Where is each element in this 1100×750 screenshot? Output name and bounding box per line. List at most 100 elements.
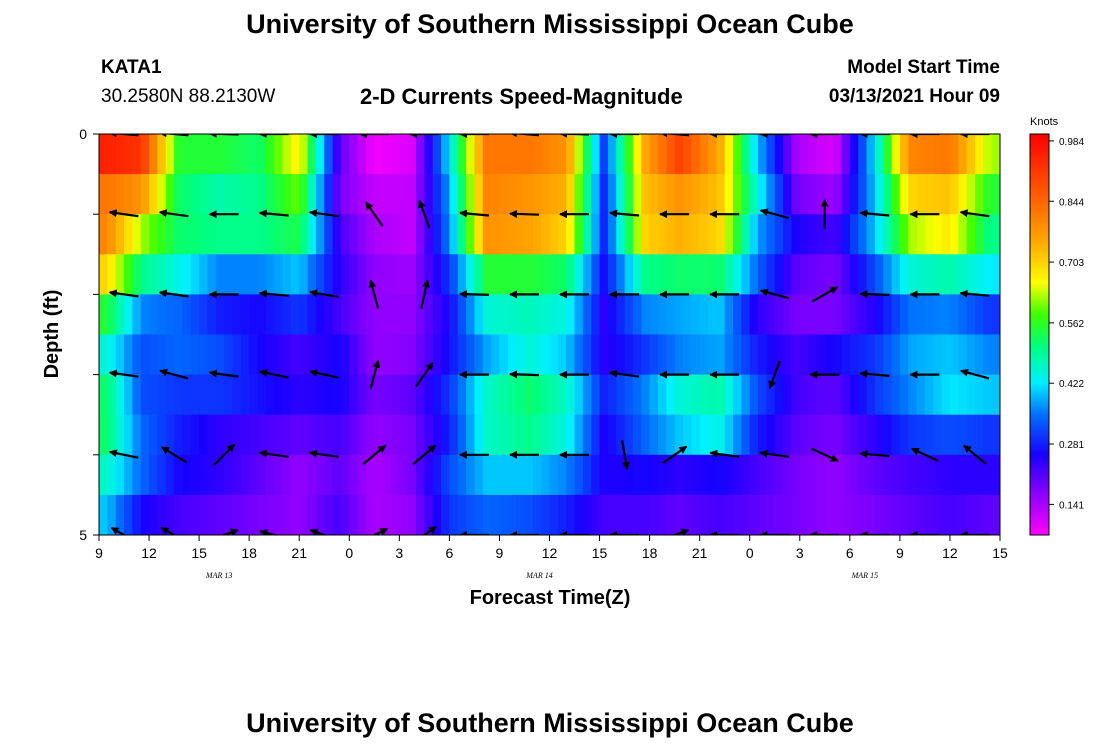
heatmap-cell [315, 294, 325, 336]
current-vector-arrow [213, 443, 236, 466]
heatmap-cell [365, 254, 375, 295]
heatmap-cell [841, 294, 851, 336]
heatmap-cell [791, 294, 801, 336]
heatmap-cell [274, 374, 284, 416]
heatmap-cell [649, 334, 659, 376]
heatmap-cell [607, 134, 617, 175]
heatmap-cell [382, 214, 392, 255]
heatmap-cell [199, 454, 209, 496]
heatmap-cell [716, 214, 726, 255]
heatmap-cell [432, 254, 442, 295]
colorbar-tick-label: 0.281 [1059, 440, 1084, 451]
heatmap-cell [974, 294, 984, 336]
heatmap-cell [766, 214, 776, 255]
heatmap-cell [307, 334, 317, 376]
heatmap-cell [324, 134, 334, 175]
heatmap-cell [799, 414, 809, 456]
heatmap-cell [682, 254, 692, 295]
heatmap-cell [182, 414, 192, 456]
heatmap-cell [340, 254, 350, 295]
heatmap-cell [374, 294, 384, 336]
heatmap-cell [883, 454, 893, 496]
current-vector-arrow [160, 446, 187, 464]
heatmap-cell [165, 454, 175, 496]
heatmap-cell [933, 494, 943, 535]
heatmap-cell [232, 174, 242, 215]
heatmap-cell [324, 294, 334, 336]
heatmap-cell [382, 374, 392, 416]
heatmap-cell [741, 374, 751, 416]
heatmap-cell [140, 454, 150, 496]
heatmap-cell [958, 214, 968, 255]
heatmap-cell [874, 334, 884, 376]
heatmap-cell [407, 214, 417, 255]
heatmap-cell [507, 294, 517, 336]
heatmap-cell [224, 374, 234, 416]
heatmap-cell [841, 454, 851, 496]
heatmap-cell [641, 414, 651, 456]
heatmap-cell [733, 454, 742, 496]
heatmap-cell [557, 254, 567, 295]
heatmap-cell [849, 414, 859, 456]
heatmap-cell [507, 414, 517, 456]
current-vector-arrow [259, 529, 279, 535]
heatmap-cell [758, 134, 767, 175]
heatmap-cell [974, 414, 984, 456]
axes: 9 12 15 18 21 0 3 6 9 12 15 18 21 0 3 6 9 12 15 MAR 13 MAR 1… [79, 126, 1008, 580]
heatmap-cell [549, 414, 559, 456]
heatmap-cell [482, 134, 492, 175]
colorbar-tick-label: 0.422 [1059, 379, 1084, 390]
heatmap-cell [257, 414, 267, 456]
heatmap-cell [215, 294, 225, 336]
heatmap-cell [733, 214, 742, 255]
heatmap-cell [190, 134, 200, 175]
heatmap-cell [182, 494, 192, 535]
heatmap-cell [649, 254, 659, 295]
heatmap-cell [891, 214, 901, 255]
heatmap-cell [624, 334, 634, 376]
heatmap-cell [607, 374, 617, 416]
current-vector-arrow [959, 289, 990, 298]
heatmap-cell [399, 334, 409, 376]
heatmap-cell [691, 334, 701, 376]
heatmap-cell [365, 294, 375, 336]
heatmap-cell [149, 294, 158, 336]
heatmap-cell [190, 494, 200, 535]
heatmap-cell [682, 214, 692, 255]
heatmap-cell [974, 454, 984, 496]
heatmap-cell [315, 214, 325, 255]
heatmap-cell [507, 374, 517, 416]
current-vector-arrow [420, 279, 430, 309]
heatmap-cell [949, 174, 959, 215]
heatmap-cell [382, 494, 392, 535]
heatmap-cell [733, 374, 742, 416]
heatmap-cell [933, 214, 943, 255]
heatmap-cell [282, 494, 292, 535]
heatmap-cell [232, 374, 242, 416]
heatmap-cell [708, 254, 717, 295]
heatmap-cell [174, 134, 184, 175]
colorbar-tick-label: 0.703 [1059, 258, 1084, 269]
heatmap-cell [399, 294, 409, 336]
heatmap-cell [165, 134, 175, 175]
heatmap-cell [641, 454, 651, 496]
heatmap-cell [491, 494, 501, 535]
heatmap-cell [207, 134, 217, 175]
x-tick-label: 15 [191, 545, 207, 561]
heatmap-cell [649, 374, 659, 416]
heatmap-cell [607, 334, 617, 376]
heatmap-cell [941, 494, 951, 535]
heatmap-cell [549, 254, 559, 295]
heatmap-cell [207, 454, 217, 496]
heatmap-cell [866, 334, 876, 376]
x-tick-label: 15 [592, 545, 608, 561]
heatmap-cell [516, 414, 526, 456]
heatmap-cell [407, 294, 417, 336]
heatmap-cell [491, 334, 501, 376]
heatmap-cell [858, 214, 868, 255]
heatmap-cell [307, 454, 317, 496]
heatmap-cell [449, 254, 459, 295]
heatmap-cell [357, 214, 367, 255]
heatmap-cell [566, 294, 576, 336]
heatmap-cell [908, 294, 918, 336]
